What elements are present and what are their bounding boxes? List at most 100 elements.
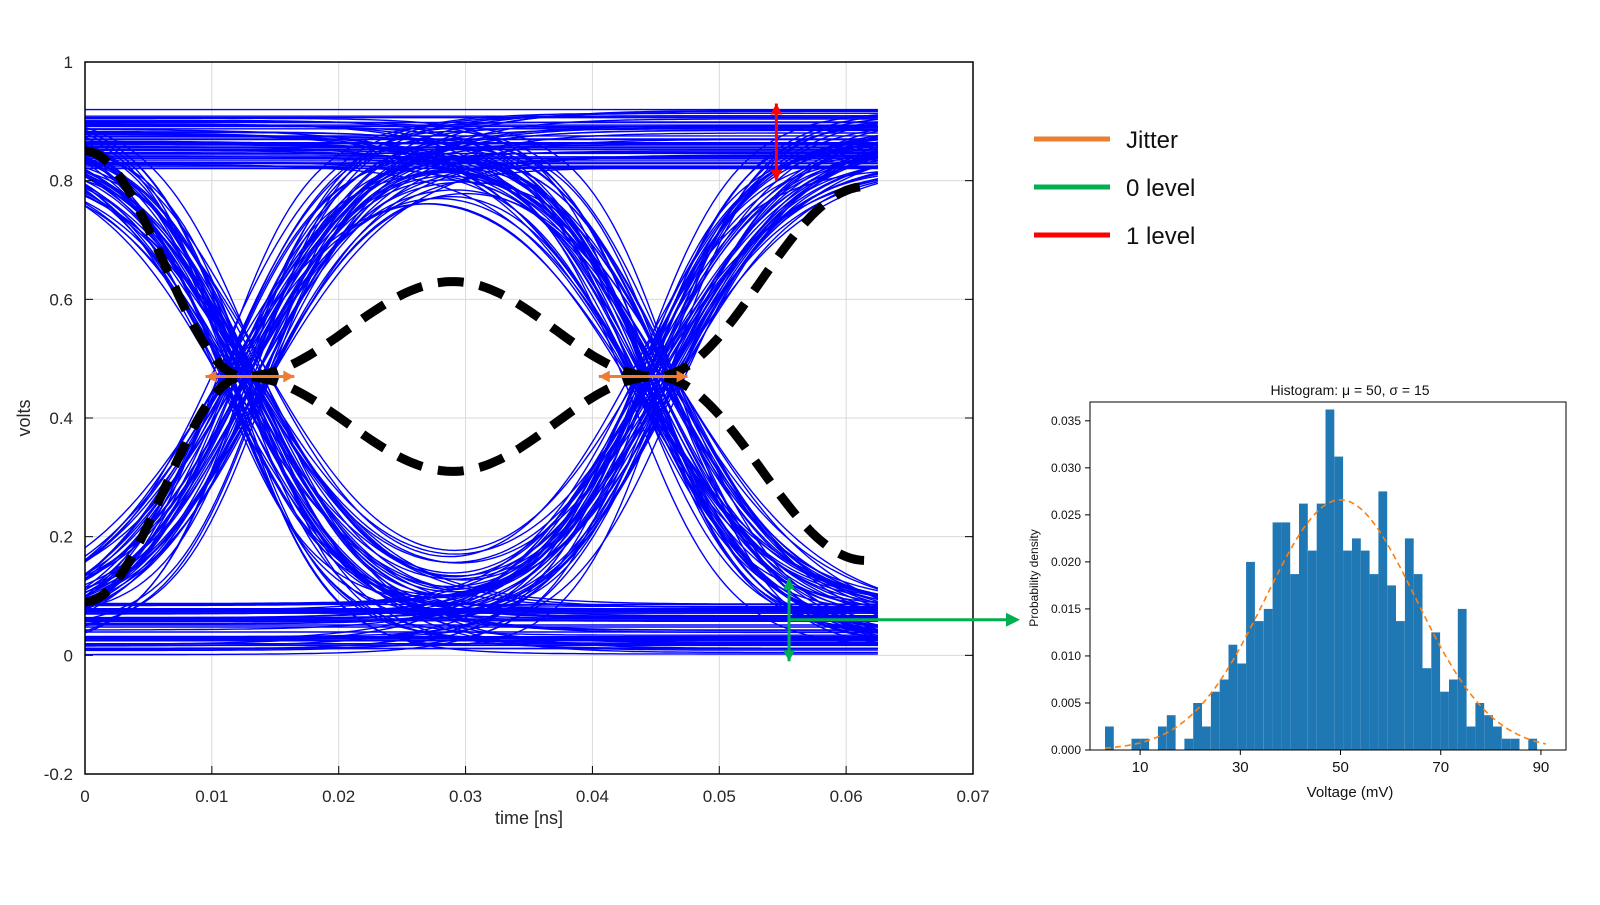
eye-trace: [85, 152, 879, 578]
eye-y-tick-label: 0.6: [49, 290, 73, 309]
histogram-bar: [1510, 738, 1520, 750]
eye-trace: [85, 118, 878, 623]
eye-trace: [85, 181, 879, 607]
histogram-x-tick-label: 50: [1332, 759, 1349, 776]
histogram-bar: [1105, 726, 1114, 750]
eye-trace: [85, 112, 878, 594]
eye-dashed-envelope: [85, 146, 866, 607]
histogram-bar: [1378, 491, 1388, 750]
histogram-bar: [1334, 456, 1344, 750]
eye-trace: [85, 151, 878, 605]
histogram-x-tick-label: 90: [1533, 759, 1550, 776]
histogram-x-tick-label: 10: [1132, 759, 1149, 776]
histogram-bar: [1184, 738, 1194, 750]
eye-y-tick-label: -0.2: [44, 765, 73, 784]
eye-traces: [85, 108, 879, 656]
eye-x-tick-label: 0.05: [703, 787, 736, 806]
histogram-y-tick-label: 0.010: [1051, 649, 1081, 663]
connector-arrow: [789, 612, 1020, 627]
histogram-bar: [1404, 538, 1414, 750]
histogram-bar: [1254, 621, 1264, 750]
histogram-y-tick-label: 0.030: [1051, 461, 1081, 475]
jitter-arrow: [598, 370, 688, 383]
eye-trace: [85, 189, 879, 603]
eye-trace: [85, 168, 878, 633]
eye-trace: [85, 186, 878, 644]
eye-trace: [85, 133, 879, 609]
histogram-bar: [1272, 522, 1282, 750]
jitter-arrow: [205, 370, 295, 383]
histogram-bar: [1475, 703, 1485, 750]
eye-dashed-upper: [85, 146, 866, 382]
histogram-bar: [1396, 621, 1405, 750]
histogram-y-tick-label: 0.015: [1051, 602, 1081, 616]
histogram-bar: [1157, 726, 1167, 750]
eye-dashed-lower: [85, 371, 866, 607]
histogram-bars: [1105, 409, 1538, 750]
histogram-bar: [1210, 691, 1220, 750]
eye-trace: [85, 122, 879, 558]
histogram-bar: [1237, 663, 1247, 750]
legend: Jitter 0 level 1 level: [1034, 127, 1195, 250]
histogram-bar: [1316, 503, 1326, 750]
histogram-bar: [1166, 715, 1176, 750]
eye-trace: [85, 151, 878, 651]
histogram-bar: [1413, 574, 1423, 750]
histogram-bar: [1484, 715, 1493, 750]
eye-y-tick-label: 0.2: [49, 528, 73, 547]
histogram-bar: [1352, 538, 1361, 750]
histogram-y-tick-label: 0.000: [1051, 743, 1081, 757]
eye-trace: [85, 131, 878, 631]
histogram-bar: [1528, 738, 1538, 750]
eye-ticks: 0 0.01 0.02 0.03 0.04 0.05 0.06 0.07 -0.2 0 0.2 0.4…: [44, 53, 990, 806]
histogram-bar: [1281, 522, 1291, 750]
eye-trace: [85, 195, 879, 614]
eye-y-tick-label: 1: [64, 53, 73, 72]
histogram-y-tick-label: 0.025: [1051, 508, 1081, 522]
eye-x-tick-label: 0.02: [322, 787, 355, 806]
histogram-bar: [1360, 550, 1370, 750]
eye-x-tick-label: 0.06: [830, 787, 863, 806]
histogram-bar: [1387, 585, 1396, 750]
eye-trace: [85, 151, 878, 633]
eye-trace: [85, 132, 878, 607]
eye-trace: [85, 143, 879, 552]
histogram-bar: [1140, 738, 1150, 750]
histogram-bar: [1228, 644, 1238, 750]
eye-y-tick-label: 0: [64, 646, 73, 665]
eye-trace: [85, 130, 879, 631]
eye-trace: [85, 138, 878, 605]
eye-trace: [85, 110, 878, 562]
eye-trace: [85, 129, 878, 579]
histogram-bar: [1501, 738, 1511, 750]
histogram-bar: [1440, 691, 1449, 750]
histogram-title: Histogram: μ = 50, σ = 15: [1270, 382, 1429, 398]
histogram-bar: [1422, 668, 1432, 750]
histogram-bar: [1193, 703, 1202, 750]
histogram-y-tick-label: 0.005: [1051, 696, 1081, 710]
eye-trace: [85, 145, 879, 599]
eye-trace: [85, 149, 879, 590]
legend-label-jitter: Jitter: [1126, 127, 1178, 154]
eye-diagram-chart: 0 0.01 0.02 0.03 0.04 0.05 0.06 0.07 -0.2 0 0.2 0.4…: [14, 53, 990, 828]
eye-trace: [85, 115, 878, 609]
histogram-bar: [1290, 574, 1299, 750]
zero-level-connector-arrow: [789, 612, 1020, 627]
eye-y-tick-label: 0.4: [49, 409, 73, 428]
histogram-y-tick-label: 0.035: [1051, 414, 1081, 428]
eye-y-axis-label: volts: [14, 399, 34, 436]
histogram-y-tick-label: 0.020: [1051, 555, 1081, 569]
eye-trace: [85, 157, 878, 652]
histogram-bar: [1246, 561, 1255, 750]
histogram-bar: [1219, 679, 1229, 750]
eye-trace: [85, 132, 879, 631]
eye-trace: [85, 155, 879, 592]
histogram-bar: [1431, 632, 1441, 750]
histogram-y-axis-label: Probability density: [1027, 529, 1041, 626]
histogram-bar: [1202, 726, 1211, 750]
histogram-bar: [1263, 608, 1273, 750]
histogram-bar: [1457, 608, 1467, 750]
eye-trace: [85, 117, 878, 627]
eye-trace: [85, 152, 878, 655]
